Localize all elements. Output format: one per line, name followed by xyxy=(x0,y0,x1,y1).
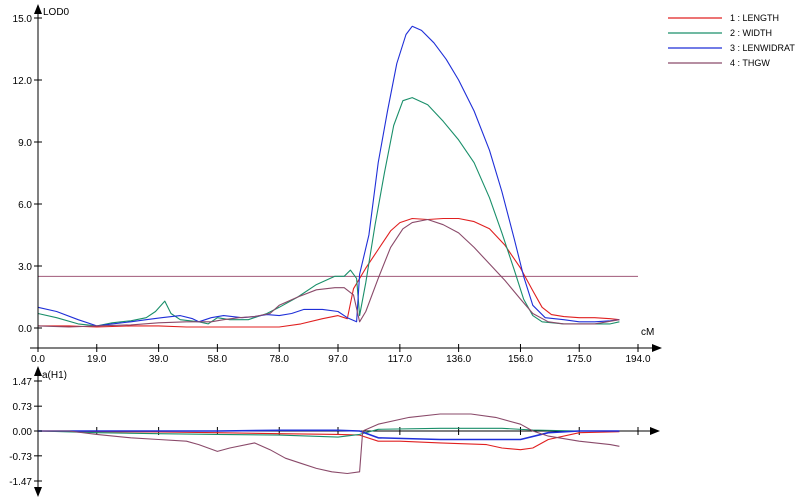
effect-x-axis-arrow-icon xyxy=(650,427,660,435)
effect-y-tick-label: -0.73 xyxy=(9,452,32,463)
effect-y-ticks: 1.47 0.73 0.00 -0.73 -1.47 xyxy=(9,377,42,488)
effect-y-tick-label: 0.73 xyxy=(13,402,33,413)
lod-y-tick-label: 3.0 xyxy=(18,262,32,273)
lod-series-line-3 xyxy=(37,25,620,327)
lod-x-tick-label: 78.0 xyxy=(270,354,290,365)
lod-x-tick-label: 0.0 xyxy=(31,354,45,365)
lod-x-tick-label: 175.0 xyxy=(567,354,592,365)
lod-x-ticks: 0.0 19.0 39.0 58.0 78.0 97.0 117.0 136.0 156.0 17… xyxy=(31,344,651,365)
legend-label-4: 4 : THGW xyxy=(730,58,770,68)
lod-series-group xyxy=(37,25,620,328)
lod-x-axis-title: cM xyxy=(641,327,654,338)
lod-x-tick-label: 117.0 xyxy=(388,354,413,365)
lod-panel: 0.0 3.0 6.0 9.0 12.0 15.0 0.0 19.0 39.0 58.0 78.0… xyxy=(13,4,662,365)
effect-y-tick-label: -1.47 xyxy=(9,477,32,488)
chart-legend: 1 : LENGTH 2 : WIDTH 3 : LENWIDRAT 4 : THGW xyxy=(668,13,795,68)
lod-axes xyxy=(30,4,662,352)
lod-x-tick-label: 39.0 xyxy=(149,354,169,365)
effect-series-line-1 xyxy=(37,430,620,451)
lod-y-tick-label: 12.0 xyxy=(13,76,33,87)
lod-x-tick-label: 19.0 xyxy=(87,354,107,365)
lod-x-tick-label: 156.0 xyxy=(508,354,533,365)
effect-y-tick-label: 0.00 xyxy=(13,427,33,438)
effect-y-axis-top-arrow-icon xyxy=(34,366,42,376)
lod-y-axis-arrow-icon xyxy=(34,4,42,14)
effect-series-line-3 xyxy=(38,429,620,441)
lod-x-tick-label: 194.0 xyxy=(625,354,650,365)
effect-panel: 1.47 0.73 0.00 -0.73 -1.47 a(H1) xyxy=(9,366,660,497)
legend-label-3: 3 : LENWIDRAT xyxy=(730,43,795,53)
effect-series-line-2 xyxy=(37,427,620,438)
effect-y-axis-bottom-arrow-icon xyxy=(34,487,42,497)
lod-x-tick-label: 97.0 xyxy=(328,354,348,365)
effect-y-axis-title: a(H1) xyxy=(42,370,67,381)
lod-series-line-4 xyxy=(37,218,620,328)
lod-y-tick-label: 0.0 xyxy=(18,324,32,335)
lod-x-tick-label: 58.0 xyxy=(208,354,228,365)
lod-y-ticks: 0.0 3.0 6.0 9.0 12.0 15.0 xyxy=(13,14,42,335)
lod-series-line-1 xyxy=(38,217,620,328)
lod-y-tick-label: 9.0 xyxy=(18,138,32,149)
effect-series-line-4 xyxy=(38,413,620,475)
effect-series-group xyxy=(37,413,620,475)
lod-y-tick-label: 15.0 xyxy=(13,14,33,25)
legend-label-1: 1 : LENGTH xyxy=(730,13,779,23)
lod-y-tick-label: 6.0 xyxy=(18,200,32,211)
lod-series-line-2 xyxy=(37,97,620,327)
lod-x-tick-label: 136.0 xyxy=(446,354,471,365)
legend-label-2: 2 : WIDTH xyxy=(730,28,772,38)
effect-y-tick-label: 1.47 xyxy=(13,377,33,388)
lod-y-axis-title: LOD0 xyxy=(43,7,70,18)
lod-x-axis-arrow-icon xyxy=(652,344,662,352)
